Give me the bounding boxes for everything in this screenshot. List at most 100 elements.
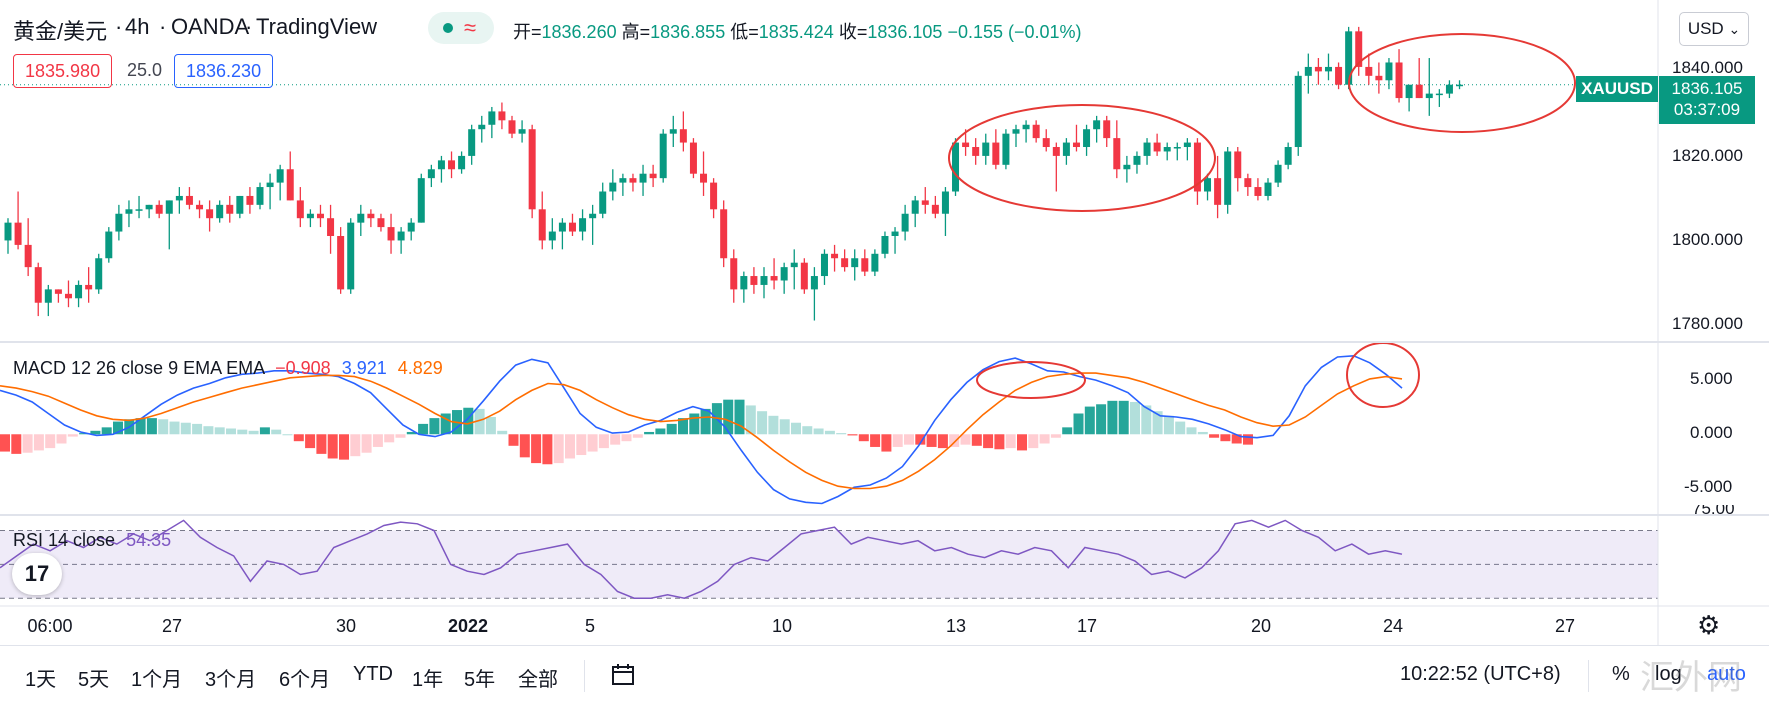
- histogram-bar: [1005, 434, 1016, 449]
- histogram-bar: [553, 434, 564, 464]
- chart-canvas[interactable]: [0, 0, 1769, 645]
- candle-body: [982, 142, 990, 156]
- range-6m-button[interactable]: 6个月: [279, 669, 331, 691]
- clock-timezone[interactable]: 10:22:52 (UTC+8): [1400, 663, 1561, 685]
- candle-body: [125, 209, 133, 214]
- time-label: 27: [1554, 616, 1576, 636]
- rsi-legend-value: 54.35: [126, 530, 172, 550]
- histogram-bar: [361, 434, 372, 453]
- histogram-bar: [11, 434, 22, 454]
- candle-body: [911, 200, 919, 214]
- histogram-bar: [79, 433, 90, 435]
- candle-body: [1183, 142, 1191, 148]
- macd-legend-macd: 3.921: [341, 358, 387, 378]
- tradingview-logo-icon: 17: [24, 561, 50, 586]
- range-1m-button[interactable]: 1个月: [131, 669, 183, 691]
- candle-body: [175, 195, 183, 201]
- last-price-tag: 1836.105 03:37:09: [1659, 76, 1755, 124]
- candle-body: [1002, 133, 1010, 165]
- candle-body: [1375, 75, 1383, 81]
- spread-value: 25.0: [127, 60, 163, 80]
- candle-body: [1052, 147, 1060, 156]
- candle-body: [800, 262, 808, 290]
- candle-body: [1254, 187, 1262, 196]
- log-toggle[interactable]: log: [1655, 663, 1682, 685]
- pane-dividers: [0, 0, 1769, 645]
- toolbar-divider: [1588, 660, 1589, 692]
- histogram-bar: [180, 422, 191, 435]
- calendar-range-icon[interactable]: [610, 662, 636, 688]
- price-tick-label: 1800.000: [1672, 230, 1743, 249]
- candle-body: [1284, 147, 1292, 165]
- rsi-legend[interactable]: RSI 14 close 54.35: [13, 530, 171, 551]
- range-ytd-button[interactable]: YTD: [353, 663, 393, 685]
- histogram-bar: [113, 421, 123, 435]
- sell-price-box[interactable]: 1835.980: [13, 54, 113, 88]
- histogram-bar: [836, 433, 847, 435]
- candle-body: [44, 289, 52, 303]
- price-tick-label: 1820.000: [1672, 146, 1743, 165]
- macd-legend[interactable]: MACD 12 26 close 9 EMA EMA −0.908 3.921 …: [13, 358, 443, 379]
- candle-body: [1274, 164, 1282, 183]
- tradingview-logo[interactable]: 17: [12, 553, 62, 595]
- candle-body: [952, 142, 960, 192]
- histogram-bar: [904, 434, 914, 445]
- range-1y-button[interactable]: 1年: [412, 669, 444, 691]
- histogram-bar: [689, 413, 700, 435]
- range-all-button[interactable]: 全部: [518, 669, 558, 691]
- candle-body: [871, 253, 879, 272]
- settings-gear-icon[interactable]: ⚙: [1697, 610, 1721, 640]
- grid: [0, 84, 1658, 599]
- candle-body: [881, 235, 889, 254]
- time-label: 27: [161, 616, 183, 636]
- range-1d-button[interactable]: 1天: [25, 669, 57, 691]
- candle-body: [24, 244, 32, 268]
- candle-body: [1395, 62, 1403, 99]
- range-5d-button[interactable]: 5天: [78, 669, 110, 691]
- open-label: 开=: [513, 22, 542, 42]
- bottom-toolbar: 1天 5天 1个月 3个月 6个月 YTD 1年 5年 全部 10:22:52 …: [0, 645, 1769, 709]
- candle-body: [1324, 66, 1332, 72]
- histogram-bar: [90, 430, 101, 435]
- histogram-bar: [542, 434, 553, 465]
- histogram-bar: [598, 434, 609, 449]
- annotation-ellipse: [1348, 33, 1576, 133]
- candle-body: [851, 258, 859, 268]
- histogram-bar: [734, 399, 745, 435]
- histogram-bar: [768, 415, 779, 435]
- histogram-bar: [406, 431, 417, 435]
- symbol-name[interactable]: 黄金/美元: [13, 19, 108, 44]
- candle-body: [750, 276, 758, 285]
- candle-body: [1214, 178, 1222, 205]
- macd-legend-signal: 4.829: [397, 358, 443, 378]
- market-status-pill[interactable]: ≈: [428, 12, 494, 44]
- histogram-bar: [1209, 434, 1220, 438]
- histogram-bar: [158, 419, 169, 435]
- candle-body: [740, 276, 748, 290]
- candle-body: [760, 276, 768, 285]
- annotation-ellipse: [948, 104, 1216, 212]
- percent-toggle[interactable]: %: [1612, 663, 1630, 685]
- candle-body: [972, 147, 980, 156]
- auto-scale-toggle[interactable]: auto: [1707, 663, 1746, 685]
- price-tick-label: 1840.000: [1672, 58, 1743, 77]
- candle-body: [1133, 155, 1141, 165]
- wave-icon: ≈: [464, 15, 477, 40]
- macd-line: [0, 354, 1403, 505]
- macd-tick-label: 5.000: [1690, 369, 1733, 388]
- currency-button[interactable]: USD ⌄: [1679, 12, 1749, 46]
- candle-body: [710, 182, 718, 210]
- histogram-bar: [429, 418, 440, 435]
- buy-price-box[interactable]: 1836.230: [174, 54, 274, 88]
- macd-tick-label: 0.000: [1690, 423, 1733, 442]
- range-5y-button[interactable]: 5年: [464, 669, 496, 691]
- histogram-bar: [350, 434, 361, 457]
- interval-label[interactable]: 4h: [125, 14, 150, 39]
- candle-body: [1365, 66, 1373, 76]
- candle-body: [14, 222, 22, 245]
- candle-body: [216, 204, 224, 219]
- histogram-bar: [327, 434, 338, 459]
- range-3m-button[interactable]: 3个月: [205, 669, 257, 691]
- candle-body: [276, 169, 284, 183]
- candle-body: [810, 276, 818, 290]
